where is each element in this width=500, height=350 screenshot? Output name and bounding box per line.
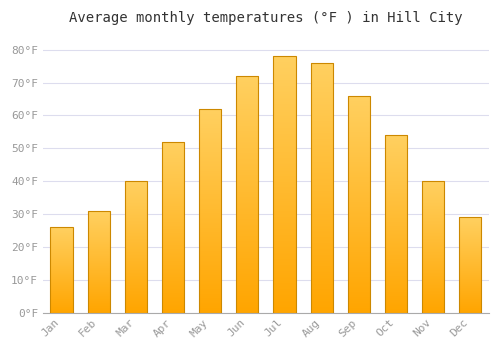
Bar xyxy=(310,63,333,313)
Bar xyxy=(124,181,147,313)
Bar xyxy=(348,96,370,313)
Bar xyxy=(236,76,258,313)
Bar xyxy=(162,142,184,313)
Bar xyxy=(88,211,110,313)
Bar xyxy=(199,109,222,313)
Bar xyxy=(274,56,295,313)
Bar xyxy=(385,135,407,313)
Bar xyxy=(422,181,444,313)
Bar xyxy=(459,217,481,313)
Bar xyxy=(50,227,72,313)
Title: Average monthly temperatures (°F ) in Hill City: Average monthly temperatures (°F ) in Hi… xyxy=(69,11,462,25)
